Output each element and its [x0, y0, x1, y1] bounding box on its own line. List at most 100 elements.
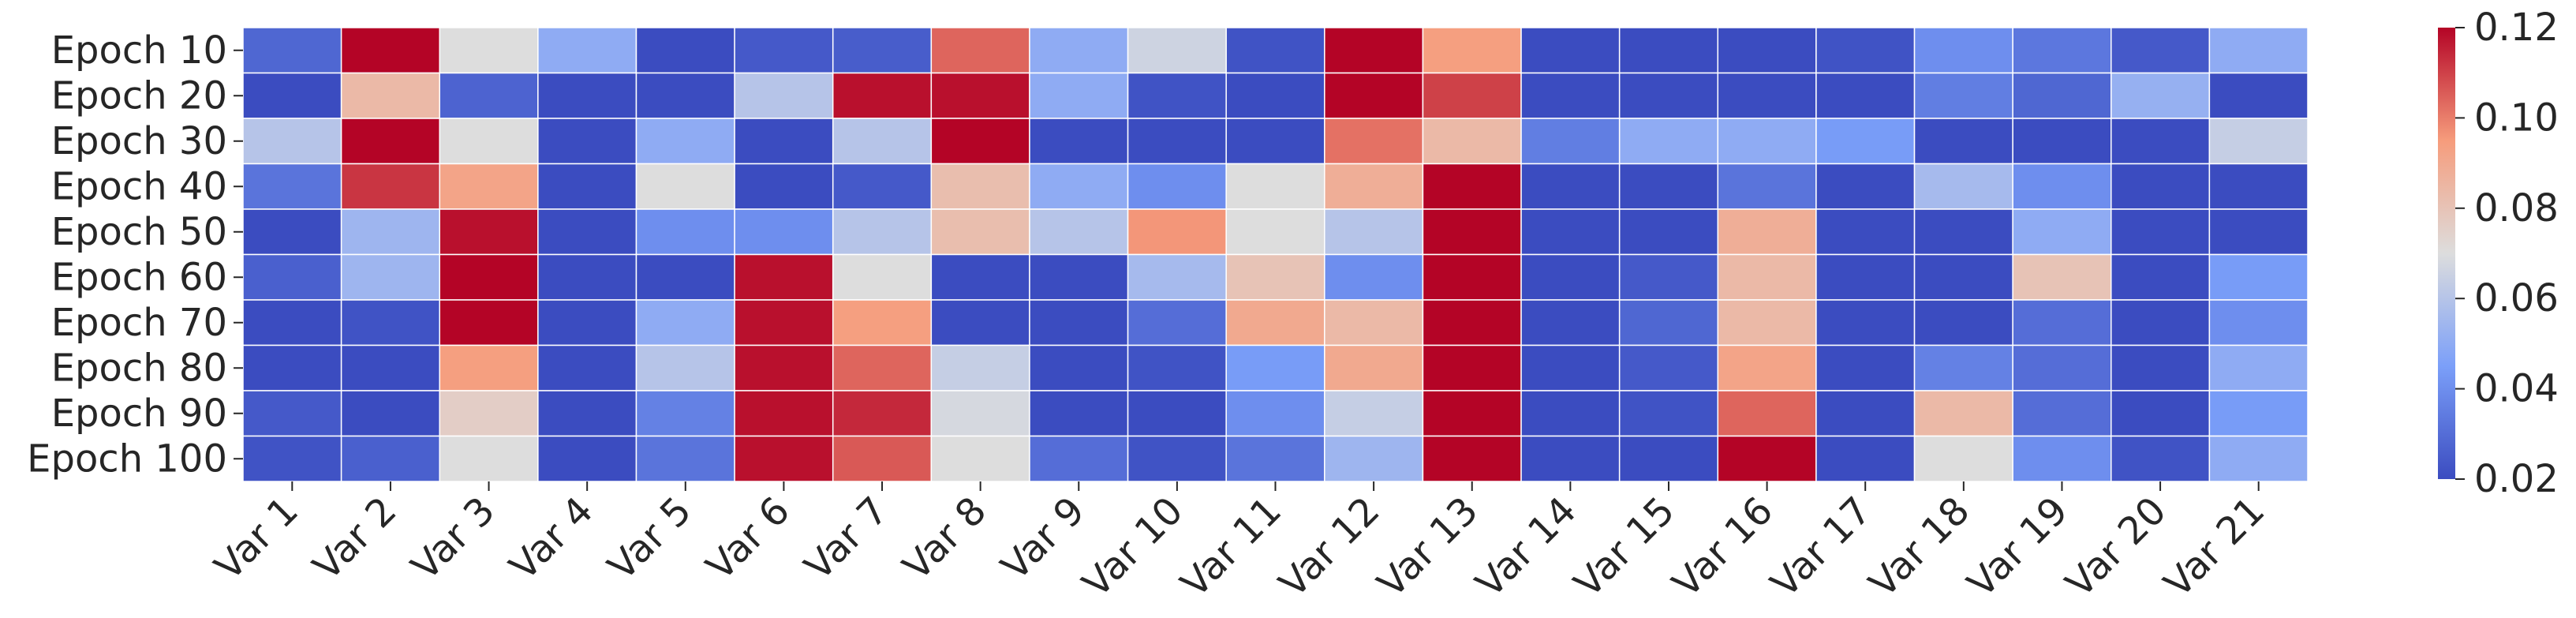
- heatmap-cell: [734, 299, 834, 346]
- heatmap-cell: [242, 72, 342, 119]
- heatmap-cell: [2208, 208, 2309, 256]
- y-tick-label: Epoch 70: [51, 301, 227, 345]
- heatmap-cell: [734, 344, 834, 391]
- heatmap-cell: [1618, 344, 1719, 391]
- heatmap-cell: [1913, 435, 2013, 482]
- heatmap-cell: [1127, 208, 1227, 256]
- heatmap-cell: [1127, 163, 1227, 210]
- colorbar: 0.02 0.04 0.06 0.08 0.10 0.12: [2438, 6, 2559, 501]
- heatmap-cell: [340, 390, 440, 437]
- heatmap-cell: [2111, 118, 2211, 165]
- heatmap-cell: [1324, 163, 1424, 210]
- heatmap-cell: [1029, 253, 1129, 301]
- heatmap-cell: [635, 253, 735, 301]
- heatmap-cell: [1618, 390, 1719, 437]
- x-tick-label: Var 20: [2058, 489, 2175, 606]
- y-tick-label: Epoch 30: [51, 119, 227, 163]
- heatmap-cell: [1422, 27, 1522, 74]
- x-tick-label: Var 11: [1172, 489, 1290, 606]
- heatmap-cell: [1127, 435, 1227, 482]
- x-tick-label: Var 16: [1664, 489, 1782, 606]
- heatmap-cell: [537, 344, 637, 391]
- heatmap-cell: [930, 299, 1030, 346]
- heatmap-cell: [635, 163, 735, 210]
- heatmap-cell: [832, 253, 933, 301]
- heatmap-cell: [1717, 72, 1817, 119]
- heatmap-cell: [1127, 253, 1227, 301]
- heatmap-cell: [1913, 163, 2013, 210]
- heatmap-cell: [537, 253, 637, 301]
- heatmap-cell: [2208, 27, 2309, 74]
- heatmap-cell: [1029, 27, 1129, 74]
- heatmap-cell: [635, 435, 735, 482]
- heatmap-cell: [2208, 299, 2309, 346]
- heatmap-cell: [439, 344, 539, 391]
- y-tick-label: Epoch 90: [51, 391, 227, 436]
- heatmap-cell: [340, 208, 440, 256]
- heatmap-cell: [635, 344, 735, 391]
- heatmap-cell: [1520, 72, 1621, 119]
- x-tick-label: Var 5: [600, 489, 700, 589]
- heatmap-cell: [1717, 208, 1817, 256]
- heatmap-cell: [1618, 163, 1719, 210]
- heatmap-cell: [734, 118, 834, 165]
- x-tick-label: Var 17: [1763, 489, 1880, 606]
- heatmap-cell: [832, 435, 933, 482]
- heatmap-cell: [242, 27, 342, 74]
- heatmap-cell: [537, 27, 637, 74]
- heatmap-cell: [2012, 163, 2112, 210]
- heatmap-cell: [340, 299, 440, 346]
- heatmap-cell: [1127, 27, 1227, 74]
- heatmap-cell: [1618, 27, 1719, 74]
- colorbar-gradient: [2438, 28, 2455, 479]
- x-tick-label: Var 3: [403, 489, 503, 589]
- heatmap-cell: [537, 390, 637, 437]
- heatmap-cell: [1225, 299, 1325, 346]
- heatmap-cell: [930, 163, 1030, 210]
- heatmap-cell: [1717, 344, 1817, 391]
- heatmap-cell: [1029, 390, 1129, 437]
- y-tick-label: Epoch 100: [27, 436, 227, 481]
- x-tick-label: Var 19: [1959, 489, 2077, 606]
- heatmap-cell: [2111, 390, 2211, 437]
- heatmap-cell: [1225, 27, 1325, 74]
- heatmap-cell: [1815, 208, 1916, 256]
- heatmap-cell: [1422, 253, 1522, 301]
- heatmap-cell: [439, 390, 539, 437]
- heatmap-cell: [1324, 118, 1424, 165]
- heatmap-cell: [2208, 72, 2309, 119]
- heatmap-cell: [242, 344, 342, 391]
- heatmap-cell: [1717, 390, 1817, 437]
- heatmap-cell: [1324, 344, 1424, 391]
- heatmap-cell: [832, 208, 933, 256]
- heatmap-cell: [1422, 435, 1522, 482]
- heatmap-cell: [1324, 27, 1424, 74]
- heatmap-cell: [832, 390, 933, 437]
- x-tick-label: Var 6: [698, 489, 798, 589]
- heatmap-cell: [1520, 163, 1621, 210]
- heatmap-cell: [1225, 163, 1325, 210]
- heatmap-cell: [2012, 72, 2112, 119]
- heatmap-cell: [1913, 118, 2013, 165]
- heatmap-cell: [340, 72, 440, 119]
- heatmap-cell: [1029, 299, 1129, 346]
- heatmap-cell: [2111, 163, 2211, 210]
- heatmap-cell: [1127, 118, 1227, 165]
- heatmap-cell: [1324, 435, 1424, 482]
- y-tick-label: Epoch 60: [51, 255, 227, 299]
- heatmap-cell: [1520, 435, 1621, 482]
- heatmap-cell: [1913, 344, 2013, 391]
- heatmap-cell: [930, 27, 1030, 74]
- x-tick-label: Var 13: [1369, 489, 1486, 606]
- heatmap-cell: [1127, 390, 1227, 437]
- heatmap-cell: [635, 27, 735, 74]
- heatmap-cell: [734, 435, 834, 482]
- heatmap-cell: [537, 163, 637, 210]
- heatmap-cell: [439, 118, 539, 165]
- heatmap-cell: [930, 72, 1030, 119]
- heatmap-cell: [930, 208, 1030, 256]
- heatmap-cell: [340, 163, 440, 210]
- colorbar-tick-label: 0.06: [2474, 276, 2559, 320]
- colorbar-tick-label: 0.04: [2474, 367, 2559, 411]
- heatmap-cell: [1618, 253, 1719, 301]
